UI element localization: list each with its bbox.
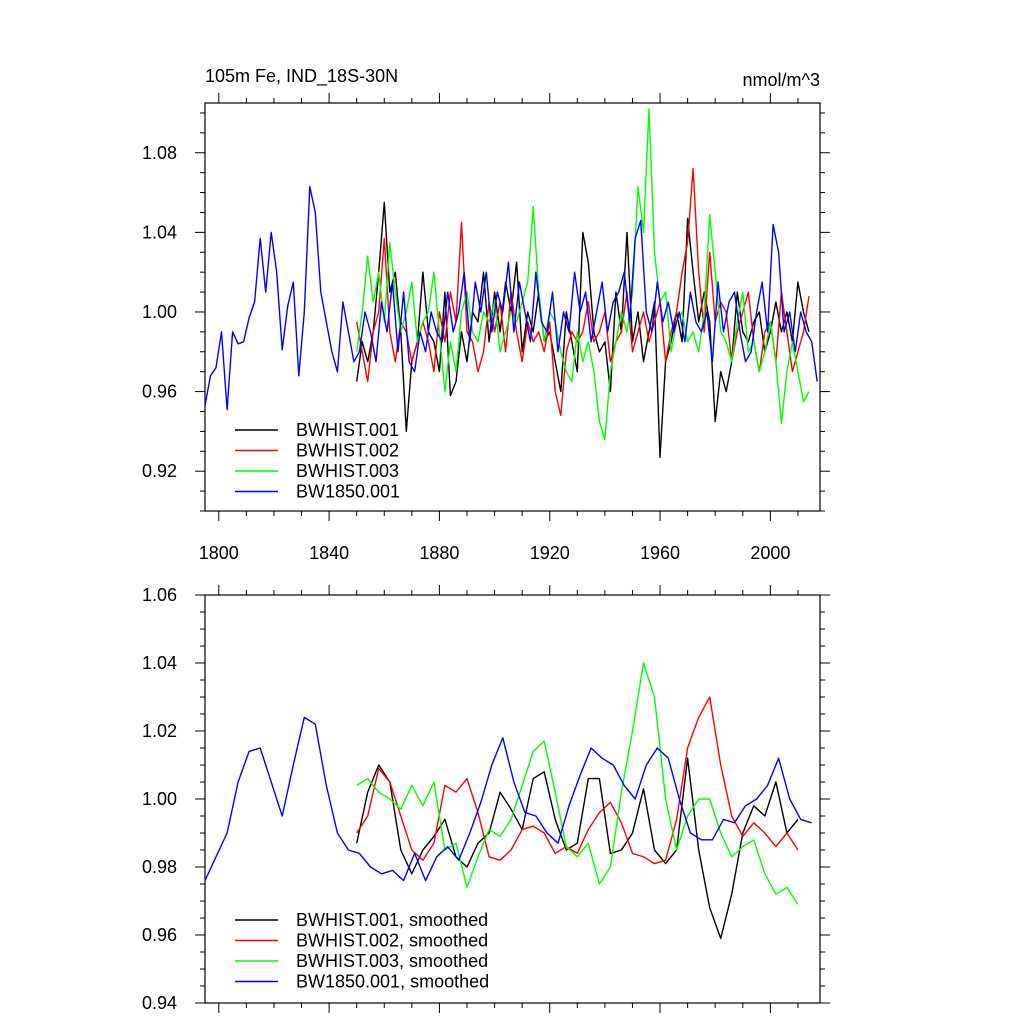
top-series-lines xyxy=(204,108,818,458)
top-panel: 105m Fe, IND_18S-30N nmol/m^3 1800 1840 18… xyxy=(142,66,830,563)
top-plot-frame xyxy=(204,102,821,512)
y-tick-label: 1.06 xyxy=(142,585,177,605)
legend-label: BWHIST.003, smoothed xyxy=(296,951,488,971)
legend-label: BWHIST.001 xyxy=(296,420,399,440)
y-tick-label: 1.04 xyxy=(142,222,177,242)
legend-label: BWHIST.001, smoothed xyxy=(296,910,488,930)
top-units: nmol/m^3 xyxy=(743,70,820,90)
y-tick-label: 1.00 xyxy=(142,302,177,322)
y-tick-label: 0.98 xyxy=(142,857,177,877)
legend-label: BWHIST.003 xyxy=(296,461,399,481)
x-tick-label: 1960 xyxy=(640,543,680,563)
legend-label: BW1850.001 xyxy=(296,482,400,502)
series-line-2 xyxy=(356,696,799,865)
y-tick-label: 1.04 xyxy=(142,653,177,673)
legend-label: BWHIST.002, smoothed xyxy=(296,931,488,951)
bottom-series-lines xyxy=(204,662,812,940)
series-line-3 xyxy=(356,108,810,441)
y-tick-label: 0.92 xyxy=(142,461,177,481)
x-tick-label: 1840 xyxy=(309,543,349,563)
top-title: 105m Fe, IND_18S-30N xyxy=(205,66,398,87)
y-tick-label: 0.96 xyxy=(142,382,177,402)
y-tick-label: 1.08 xyxy=(142,143,177,163)
legend-label: BW1850.001, smoothed xyxy=(296,972,489,992)
series-line-1 xyxy=(356,757,799,940)
y-tick-label: 0.96 xyxy=(142,925,177,945)
series-line-4 xyxy=(204,185,818,411)
x-tick-label: 2000 xyxy=(750,543,790,563)
y-tick-label: 0.94 xyxy=(142,993,177,1013)
series-line-4 xyxy=(204,716,812,882)
legend-label: BWHIST.002 xyxy=(296,441,399,461)
bottom-axis-ticks: 0.94 0.96 0.98 1.00 1.02 1.04 1.06 xyxy=(142,585,830,1013)
y-tick-label: 1.02 xyxy=(142,721,177,741)
x-tick-label: 1800 xyxy=(199,543,239,563)
x-tick-label: 1880 xyxy=(419,543,459,563)
series-line-3 xyxy=(356,662,799,905)
bottom-panel: 0.94 0.96 0.98 1.00 1.02 1.04 1.06 BWHIST.001,… xyxy=(142,585,830,1013)
top-axis-ticks: 1800 1840 1880 1920 1960 2000 0.92 0.96 1.00 1.04… xyxy=(142,93,830,563)
x-tick-label: 1920 xyxy=(530,543,570,563)
y-tick-label: 1.00 xyxy=(142,789,177,809)
series-line-1 xyxy=(356,201,810,458)
